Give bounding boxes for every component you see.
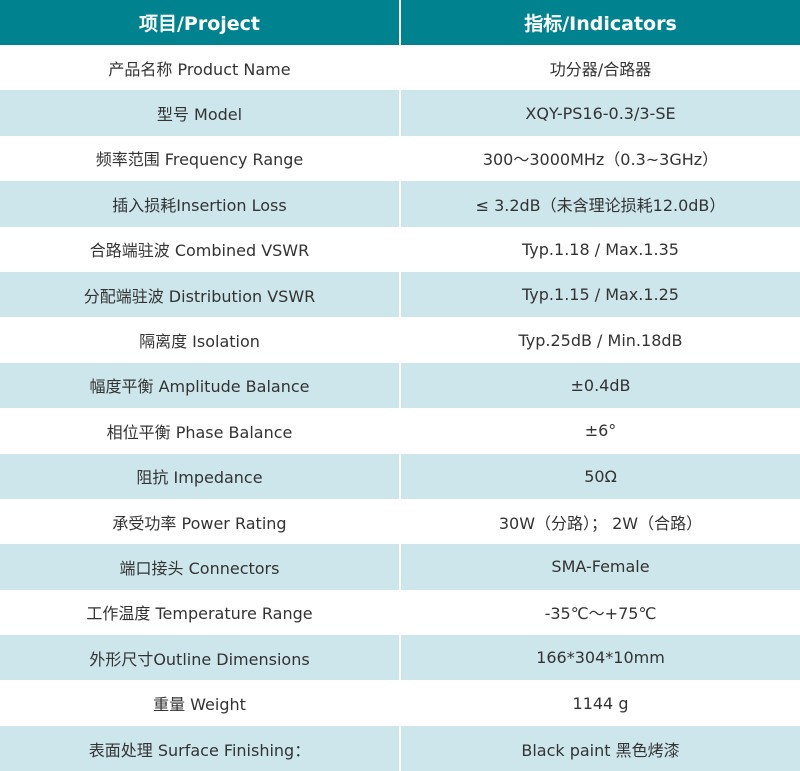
row-label: 频率范围 Frequency Range <box>0 135 401 182</box>
header-indicators: 指标/Indicators <box>400 0 800 45</box>
table-row: 插入损耗Insertion Loss ≤ 3.2dB（未含理论损耗12.0dB） <box>0 181 800 227</box>
table-row: 合路端驻波 Combined VSWR Typ.1.18 / Max.1.35 <box>0 226 800 272</box>
row-value: Black paint 黑色烤漆 <box>400 725 800 771</box>
table-row: 相位平衡 Phase Balance ±6° <box>0 408 800 454</box>
table-row: 重量 Weight 1144 g <box>0 680 800 726</box>
row-value: 1144 g <box>572 693 629 713</box>
row-value: Typ.1.18 / Max.1.35 <box>522 239 679 259</box>
row-label: 插入损耗Insertion Loss <box>0 181 401 227</box>
row-label: 隔离度 Isolation <box>0 317 401 363</box>
row-value: 166*304*10mm <box>400 635 800 681</box>
table-header: 项目/Project 指标/Indicators <box>0 0 800 45</box>
table-row: 频率范围 Frequency Range 300～3000MHz（0.3~3GHz… <box>0 135 800 182</box>
row-value: Typ.1.15 / Max.1.25 <box>400 271 800 318</box>
row-value: 30W（分路）； 2W（合路） <box>498 513 703 533</box>
header-project: 项目/Project <box>0 0 401 45</box>
row-value: -35℃～+75℃ <box>544 604 657 624</box>
table-row: 工作温度 Temperature Range -35℃～+75℃ <box>0 589 800 636</box>
table-row: 幅度平衡 Amplitude Balance ±0.4dB <box>0 362 800 409</box>
table-row: 隔离度 Isolation Typ.25dB / Min.18dB <box>0 317 800 363</box>
row-value: Typ.25dB / Min.18dB <box>518 330 683 350</box>
row-value: 50Ω <box>400 453 800 499</box>
table-row: 外形尺寸Outline Dimensions 166*304*10mm <box>0 635 800 681</box>
row-label: 端口接头 Connectors <box>0 544 401 590</box>
row-label: 分配端驻波 Distribution VSWR <box>0 271 401 318</box>
row-label: 型号 Model <box>0 90 401 136</box>
row-value: 300～3000MHz（0.3~3GHz） <box>482 150 719 170</box>
table-row: 产品名称 Product Name 功分器/合路器 <box>0 45 800 91</box>
table-row: 阻抗 Impedance 50Ω <box>0 453 800 499</box>
table-row: 端口接头 Connectors SMA-Female <box>0 544 800 590</box>
row-label: 合路端驻波 Combined VSWR <box>0 226 401 272</box>
row-value: ≤ 3.2dB（未含理论损耗12.0dB） <box>400 181 800 227</box>
table-row: 分配端驻波 Distribution VSWR Typ.1.15 / Max.1.… <box>0 271 800 318</box>
table-row: 承受功率 Power Rating 30W（分路）； 2W（合路） <box>0 498 800 545</box>
row-label: 表面处理 Surface Finishing： <box>0 725 401 771</box>
table-row: 表面处理 Surface Finishing： Black paint 黑色烤漆 <box>0 725 800 771</box>
row-label: 阻抗 Impedance <box>0 453 401 499</box>
row-label: 产品名称 Product Name <box>0 45 401 91</box>
row-value: 功分器/合路器 <box>549 59 652 79</box>
row-label: 重量 Weight <box>0 680 401 726</box>
row-value: ±0.4dB <box>400 362 800 409</box>
row-label: 相位平衡 Phase Balance <box>0 408 401 454</box>
row-label: 幅度平衡 Amplitude Balance <box>0 362 401 409</box>
row-value: XQY-PS16-0.3/3-SE <box>400 90 800 136</box>
row-value: SMA-Female <box>400 544 800 590</box>
row-value: ±6° <box>584 421 617 441</box>
table-row: 型号 Model XQY-PS16-0.3/3-SE <box>0 90 800 136</box>
row-label: 工作温度 Temperature Range <box>0 589 401 636</box>
row-label: 外形尺寸Outline Dimensions <box>0 635 401 681</box>
row-label: 承受功率 Power Rating <box>0 498 401 545</box>
